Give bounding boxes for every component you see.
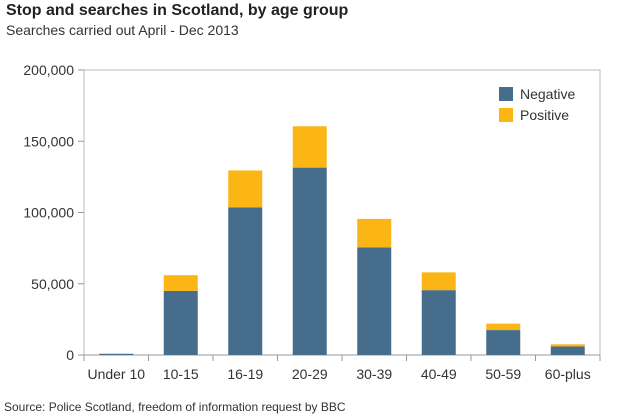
- chart-subtitle: Searches carried out April - Dec 2013: [6, 22, 239, 38]
- chart-title: Stop and searches in Scotland, by age gr…: [6, 2, 349, 19]
- bar-positive-20-29: [292, 126, 327, 168]
- bar-negative-30-39: [357, 247, 392, 355]
- x-axis: Under 10 10-15 16-19 20-29 30-39 40-49 50-59 60…: [83, 354, 601, 382]
- y-axis: 0 50,000 100,000 150,000 200,000: [23, 62, 84, 363]
- bar-negative-20-29: [292, 167, 327, 355]
- bar-positive-40-49: [421, 272, 456, 291]
- x-tick-label: 50-59: [485, 366, 521, 382]
- bar-negative-16-19: [228, 207, 263, 355]
- bar-negative-50-59: [486, 330, 521, 355]
- x-tick-label: Under 10: [87, 366, 145, 382]
- stacked-bar-chart: 0 50,000 100,000 150,000 200,000 Under 10 10-…: [23, 62, 601, 382]
- legend-swatch-negative: [499, 87, 513, 101]
- x-tick-label: 20-29: [292, 366, 328, 382]
- bar-negative-10-15: [163, 290, 198, 355]
- bar-positive-30-39: [357, 218, 392, 248]
- x-tick-label: 40-49: [421, 366, 457, 382]
- legend-label-positive: Positive: [520, 107, 569, 123]
- bar-positive-10-15: [163, 275, 198, 291]
- bar-negative-40-49: [421, 290, 456, 355]
- legend-label-negative: Negative: [520, 86, 575, 102]
- y-tick-label: 50,000: [31, 276, 74, 292]
- y-tick-label: 150,000: [23, 133, 74, 149]
- y-tick-label: 200,000: [23, 62, 74, 78]
- bar-negative-60-plus: [550, 346, 585, 355]
- bar-positive-60-plus: [550, 344, 585, 347]
- x-tick-label: 60-plus: [545, 366, 591, 382]
- legend-swatch-positive: [499, 108, 513, 122]
- y-tick-label: 100,000: [23, 205, 74, 221]
- bar-negative-under-10: [99, 353, 134, 355]
- x-tick-label: 16-19: [227, 366, 263, 382]
- bars-group: [99, 126, 585, 355]
- legend: Negative Positive: [499, 86, 575, 123]
- source-note: Source: Police Scotland, freedom of info…: [4, 400, 346, 414]
- bar-positive-50-59: [486, 323, 521, 331]
- y-tick-label: 0: [66, 347, 74, 363]
- bar-positive-16-19: [228, 170, 263, 208]
- x-tick-label: 10-15: [163, 366, 199, 382]
- x-tick-label: 30-39: [356, 366, 392, 382]
